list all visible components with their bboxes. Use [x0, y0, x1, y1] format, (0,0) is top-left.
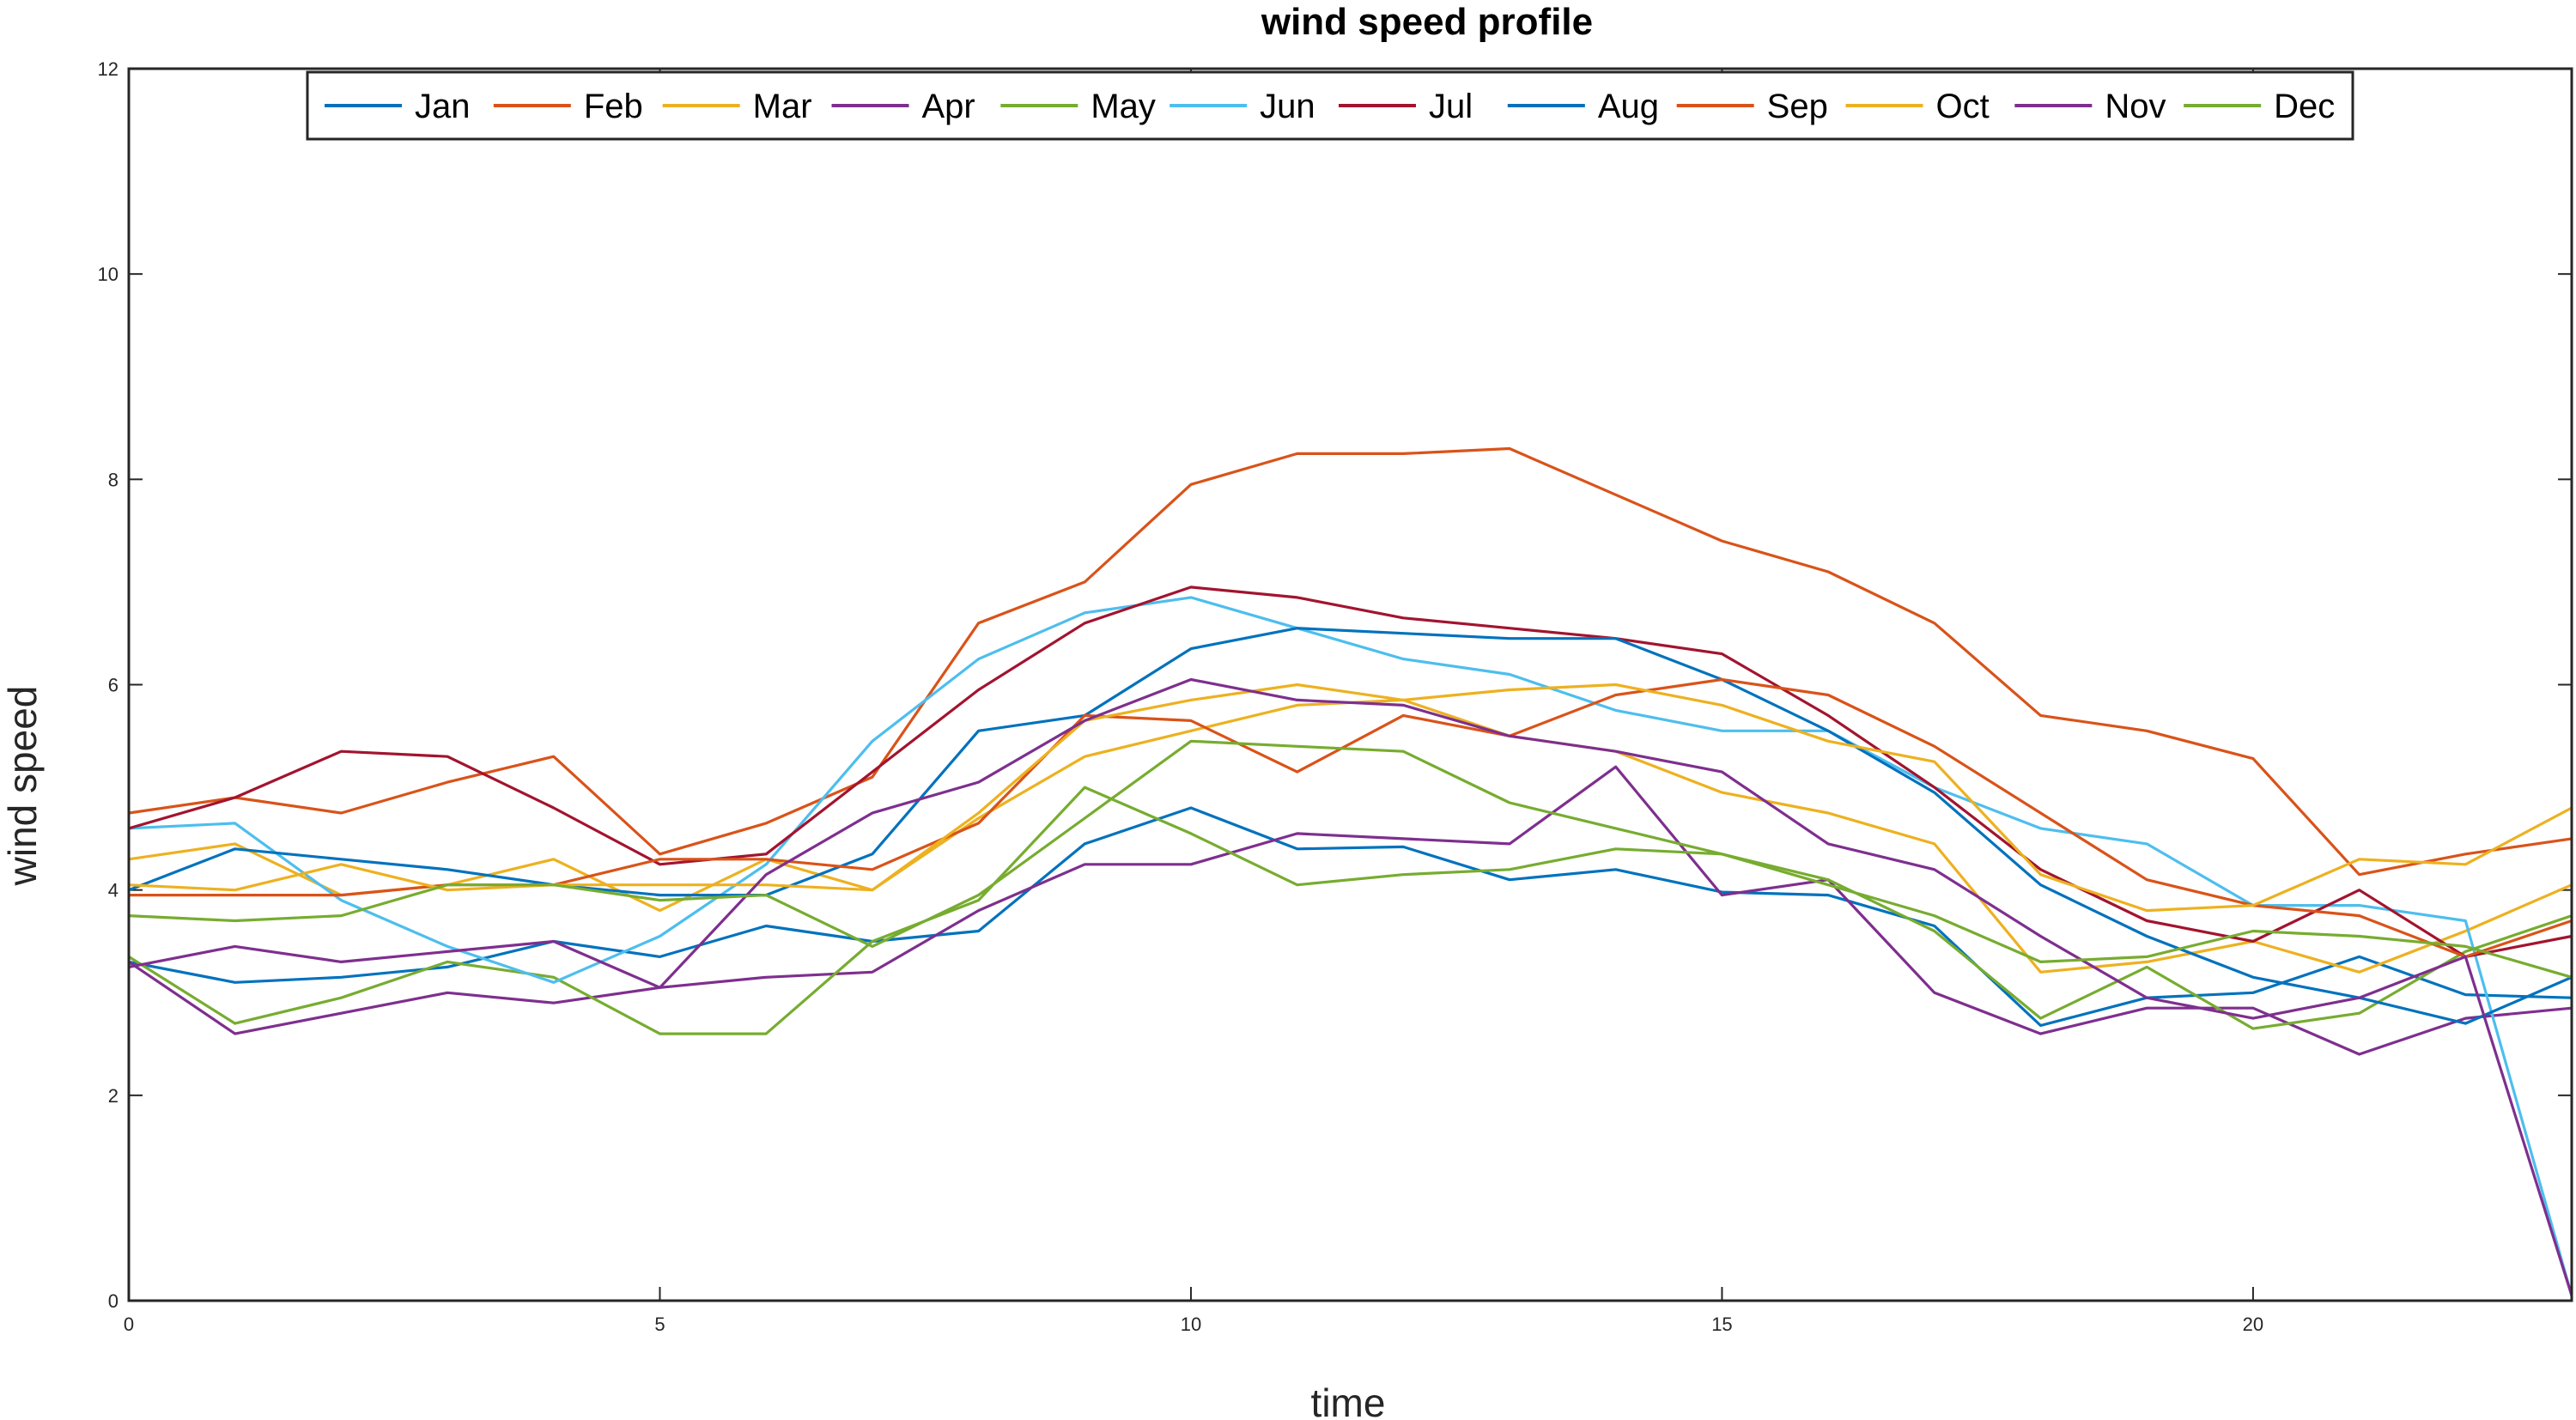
- y-tick-label: 10: [98, 264, 118, 285]
- legend-label-sep: Sep: [1767, 88, 1828, 125]
- series-line-feb: [128, 446, 2573, 877]
- series-line-aug: [128, 627, 2573, 1025]
- y-tick-label: 2: [108, 1085, 118, 1107]
- series-line-nov: [128, 677, 2573, 1296]
- legend-label-jan: Jan: [415, 88, 471, 125]
- x-axis-label: time: [1311, 1381, 1386, 1420]
- series-lines: [128, 446, 2573, 1296]
- y-tick-label: 12: [98, 58, 118, 80]
- legend-label-aug: Aug: [1598, 88, 1659, 125]
- x-tick-label: 0: [124, 1314, 134, 1335]
- legend-label-apr: Apr: [922, 88, 975, 125]
- legend-label-dec: Dec: [2274, 88, 2335, 125]
- y-tick-label: 0: [108, 1290, 118, 1312]
- series-line-apr: [128, 765, 2573, 1056]
- x-tick-label: 10: [1181, 1314, 1201, 1335]
- tick-labels: 0 5 10 15 20 0 2 4 6 8 10 12: [98, 58, 2264, 1335]
- series-line-may: [128, 786, 2573, 1035]
- legend-label-may: May: [1091, 88, 1156, 125]
- legend-label-nov: Nov: [2105, 88, 2166, 125]
- legend-label-mar: Mar: [753, 88, 812, 125]
- legend-label-feb: Feb: [584, 88, 643, 125]
- y-tick-label: 6: [108, 675, 118, 696]
- plot-area: [129, 69, 2572, 1301]
- series-line-dec: [128, 739, 2573, 979]
- plot-frame: [127, 67, 2573, 1302]
- y-axis-label: wind speed: [0, 686, 45, 887]
- legend-label-jul: Jul: [1429, 88, 1473, 125]
- series-line-jun: [128, 596, 2573, 1296]
- y-tick-label: 8: [108, 469, 118, 490]
- x-tick-label: 15: [1711, 1314, 1732, 1335]
- x-tick-label: 20: [2243, 1314, 2263, 1335]
- legend-box: [306, 70, 2354, 141]
- legend-label-oct: Oct: [1936, 88, 1990, 125]
- series-line-jul: [128, 586, 2573, 959]
- series-line-jan: [128, 806, 2573, 1028]
- x-tick-label: 5: [654, 1314, 665, 1335]
- chart-title: wind speed profile: [1261, 1, 1593, 43]
- legend-label-jun: Jun: [1260, 88, 1315, 125]
- legend: Jan Feb Mar Apr May Jun Jul Aug Sep Oct Nov Dec: [306, 70, 2354, 141]
- y-tick-label: 4: [108, 880, 118, 901]
